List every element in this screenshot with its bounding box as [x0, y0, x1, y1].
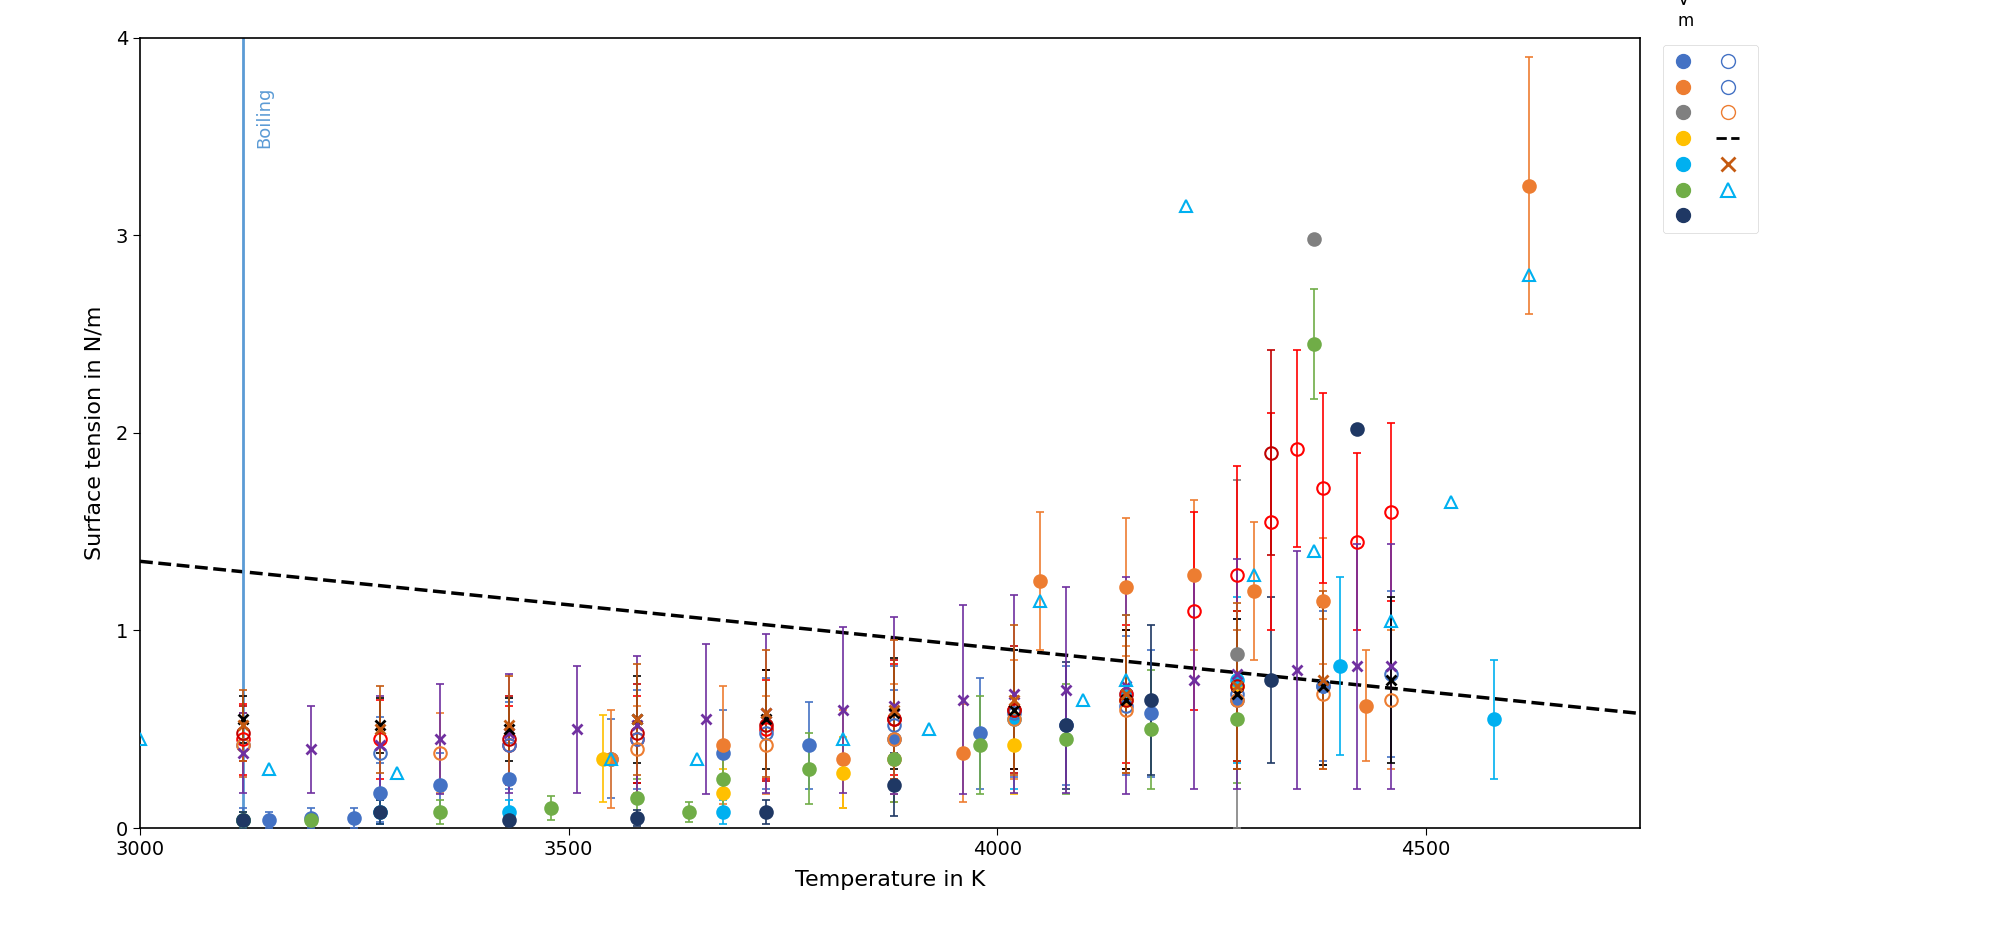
X-axis label: Temperature in K: Temperature in K [794, 870, 986, 890]
Legend:  ,  ,  ,  ,  ,  ,  ,  ,  ,  ,  ,  ,  : , , , , , , , , , , , , [1662, 45, 1758, 232]
Text: Boiling: Boiling [256, 88, 274, 149]
Y-axis label: Surface tension in N/m: Surface tension in N/m [84, 306, 104, 560]
Text: V
m: V m [1678, 0, 1694, 30]
